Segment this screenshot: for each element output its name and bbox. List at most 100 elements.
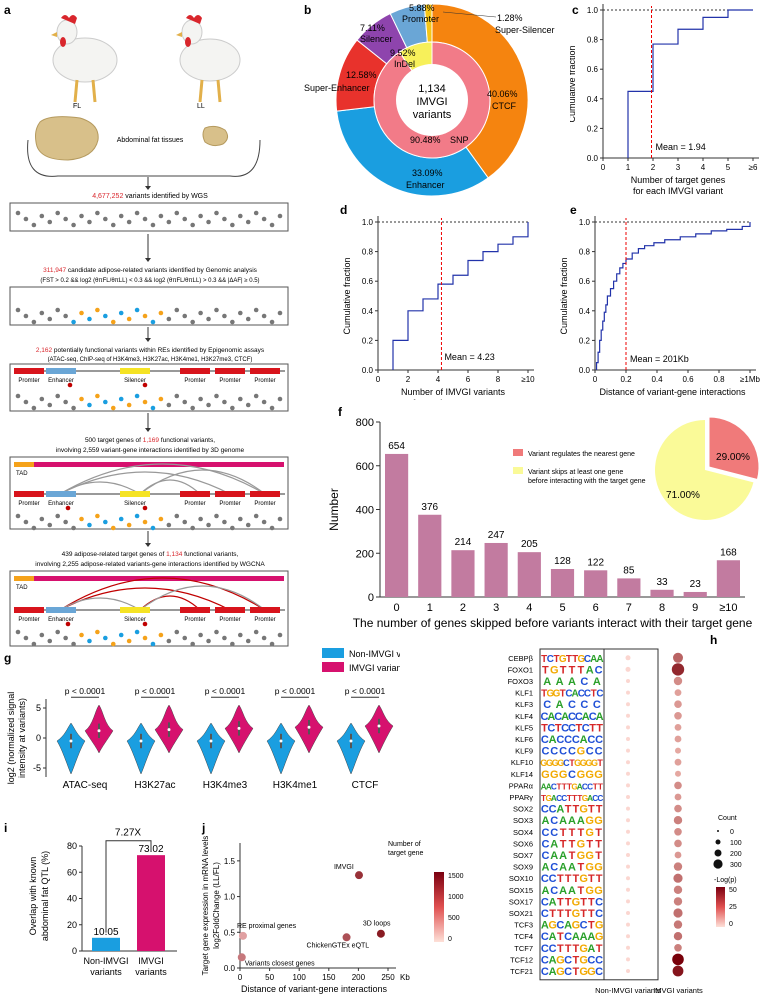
step5-line1b: functional variants, — [182, 551, 238, 558]
loop-arc — [59, 463, 266, 495]
group-label: H3K4me1 — [273, 780, 318, 791]
promoter-label: Promter — [219, 378, 240, 384]
legend-logp-bar — [716, 887, 725, 927]
bar-i-label-2: variants — [90, 967, 122, 977]
enhancer-label: Enhancer — [48, 617, 74, 623]
motif-letter: G — [585, 815, 594, 827]
motif-letter: A — [596, 654, 603, 665]
motif-letter: T — [567, 794, 572, 803]
dot-non-imvgi — [626, 760, 630, 765]
tf-label: KLF4 — [515, 712, 533, 721]
step2-box — [9, 286, 289, 326]
dot-imvgi — [672, 953, 684, 966]
motif-letter: A — [543, 676, 551, 688]
motif-letter: C — [541, 908, 549, 920]
motif-letter: T — [569, 838, 576, 850]
motif-letter: C — [568, 711, 576, 723]
variant-dot — [110, 641, 116, 647]
tf-label: KLF14 — [511, 770, 533, 779]
dot-non-imvgi — [626, 702, 630, 707]
red-variant — [142, 621, 148, 627]
variant-dot — [253, 513, 259, 519]
variant-dot — [253, 210, 259, 216]
motif-letter: G — [553, 689, 561, 700]
legend-logp-tick: 50 — [729, 887, 737, 894]
tf-label: CEBPβ — [508, 654, 533, 663]
dot-non-imvgi — [626, 737, 630, 741]
dot-imvgi — [673, 932, 683, 941]
motif-letter: C — [541, 804, 549, 816]
motif-letter: C — [564, 966, 572, 978]
motif-letter: C — [587, 954, 595, 966]
motif-letter: C — [541, 954, 549, 966]
motif-letter: T — [569, 758, 575, 768]
dot-non-imvgi — [626, 876, 630, 881]
variant-dot — [55, 210, 60, 216]
variant-dot — [269, 525, 275, 531]
bar-f-value: 128 — [554, 556, 571, 567]
variant-dot — [126, 402, 132, 408]
variant-dot — [166, 402, 172, 408]
legend-count-dot — [713, 859, 723, 869]
dot-non-imvgi — [626, 748, 630, 753]
tf-label: SOX10 — [509, 874, 533, 883]
bar-f — [484, 542, 508, 597]
y-tick-label: 0.0 — [362, 366, 374, 375]
dot-non-imvgi — [626, 887, 630, 892]
promoter-label: Promter — [18, 501, 39, 507]
variant-dot — [55, 513, 60, 519]
motif-letter: C — [595, 734, 603, 746]
x-axis-title: Number of IMVGI variants — [401, 387, 506, 397]
motif-letter: C — [541, 943, 549, 955]
violin-non-median — [279, 739, 283, 743]
loop-arc — [59, 597, 141, 611]
dot-imvgi — [674, 804, 682, 813]
motif-letter: A — [587, 931, 595, 943]
motif-letter: A — [587, 794, 593, 803]
legend-count-dot — [714, 849, 722, 857]
variant-dot — [79, 213, 84, 219]
outer-enhancer-pct: 33.09% — [412, 168, 443, 178]
tad-label: TAD — [16, 585, 28, 591]
fat-tissue-ll — [202, 125, 229, 147]
variant-dot — [222, 399, 227, 405]
y-tick-label: 40 — [67, 894, 77, 904]
legend-g-text-1: Non-IMVGI variants — [349, 649, 400, 659]
variant-dot — [39, 213, 45, 219]
motif-letter: A — [586, 664, 594, 676]
motif-letter: C — [582, 722, 590, 734]
bar-i-chart: 02040608010.05Non-IMVGIvariants73.02IMVG… — [28, 828, 177, 977]
motif-letter: T — [580, 908, 587, 920]
step3-num: 2,162 — [36, 347, 53, 354]
motif-letter: C — [564, 734, 572, 746]
donut-hole — [396, 64, 468, 136]
donut-center-sub: variants — [413, 109, 452, 121]
motif-letter: C — [556, 794, 562, 803]
motif-letter: G — [579, 804, 588, 816]
variant-dot — [71, 405, 76, 411]
variant-dot — [31, 405, 37, 411]
motif-letter: A — [561, 711, 569, 723]
y-tick-label: 0.6 — [362, 277, 374, 286]
donut-chart — [335, 3, 529, 197]
motif-letter: C — [593, 699, 601, 711]
motif-letter: A — [556, 804, 564, 816]
x-tick-label: 0.4 — [651, 375, 663, 384]
variant-dot — [245, 219, 251, 225]
variant-dot — [238, 632, 243, 638]
variant-dot — [230, 222, 235, 228]
motif-letter: C — [551, 782, 557, 791]
violin-non-median — [209, 739, 213, 743]
variant-dot — [166, 316, 172, 322]
dot-non-imvgi — [626, 818, 630, 823]
dot-imvgi — [673, 816, 683, 825]
variant-dot — [214, 393, 219, 399]
motif-letter: C — [564, 931, 572, 943]
y-axis-title-1: Overlap with known — [28, 857, 38, 936]
panel-f: f 0 200 400 600 800 654 0 376 1 214 2 247 3 205 4 128 5 1… — [327, 405, 760, 630]
motif-letter: C — [597, 794, 603, 803]
y-axis-title: Cumulative fraction — [559, 257, 569, 334]
panel-f-label: f — [338, 405, 343, 419]
promoter-block — [14, 368, 44, 374]
dot-non-imvgi — [626, 795, 630, 799]
